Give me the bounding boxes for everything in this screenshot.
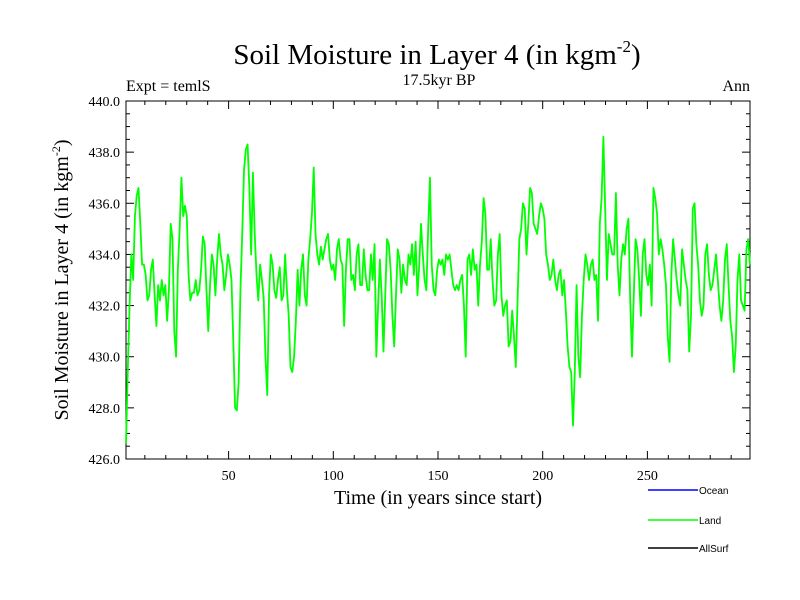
x-tick-label: 50 (222, 469, 236, 484)
y-tick-label: 438.0 (89, 146, 121, 161)
subtitle-center: 17.5kyr BP (403, 72, 476, 89)
y-tick-label: 434.0 (89, 248, 121, 263)
y-tick-label: 436.0 (89, 197, 121, 212)
y-tick-label: 440.0 (89, 95, 121, 110)
series-group (125, 135, 751, 444)
x-tick-label: 150 (428, 469, 449, 484)
chart-title: Soil Moisture in Layer 4 (in kgm-2) (233, 37, 640, 71)
y-axis-label-sup: -2 (49, 146, 63, 156)
legend-label-allsurf: AllSurf (699, 544, 729, 555)
plot-frame (125, 100, 751, 460)
x-tick-label: 250 (637, 469, 658, 484)
legend-label-ocean: Ocean (699, 486, 728, 497)
series-line-land (125, 135, 751, 444)
x-axis-label: Time (in years since start) (334, 487, 542, 509)
legend: Ocean Land AllSurf (648, 486, 729, 555)
subtitle-right: Ann (722, 78, 750, 95)
x-tick-label: 200 (532, 469, 553, 484)
y-tick-label: 432.0 (89, 300, 121, 315)
chart-title-end: ) (631, 39, 641, 71)
y-axis-label-main: Soil Moisture in Layer 4 (in kgm (51, 156, 73, 421)
y-tick-label: 428.0 (89, 402, 121, 417)
y-axis-label: Soil Moisture in Layer 4 (in kgm-2) (49, 139, 73, 420)
y-axis-ticks: 426.0 428.0 430.0 432.0 434.0 436.0 438.0 440.0 (89, 95, 750, 468)
x-tick-label: 100 (323, 469, 344, 484)
legend-label-land: Land (699, 516, 721, 527)
y-axis-label-end: ) (51, 139, 73, 146)
y-tick-label: 430.0 (89, 351, 121, 366)
x-axis-ticks: 50 100 150 200 250 (144, 101, 732, 484)
chart-title-main: Soil Moisture in Layer 4 (in kgm (233, 39, 617, 71)
subtitle-left: Expt = temlS (126, 78, 211, 95)
y-tick-label: 426.0 (89, 453, 121, 468)
chart-title-sup: -2 (617, 37, 631, 56)
